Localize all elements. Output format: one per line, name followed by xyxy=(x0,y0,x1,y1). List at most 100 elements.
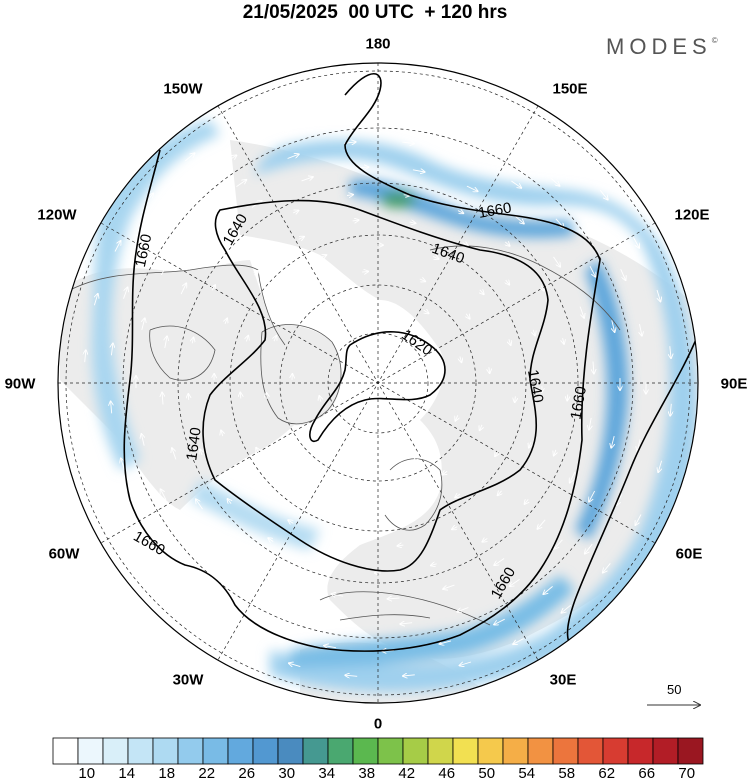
wind-vector xyxy=(460,661,472,666)
colorbar-swatch xyxy=(77,737,104,765)
wind-vector xyxy=(466,185,478,191)
wind-vector xyxy=(240,393,241,399)
colorbar-swatch xyxy=(477,737,504,765)
wind-vector xyxy=(590,219,598,230)
wind-vector xyxy=(494,558,505,566)
wind-vector xyxy=(342,622,354,624)
lon-label-90e: 90E xyxy=(720,375,748,393)
wind-vector xyxy=(188,608,198,616)
wind-vector xyxy=(550,177,560,186)
colorbar-swatch xyxy=(252,737,279,765)
wind-vector xyxy=(221,430,223,437)
lat-circle-40 xyxy=(122,127,634,639)
colorbar-tick-label: 62 xyxy=(598,765,616,782)
colorbar-swatch xyxy=(127,737,154,765)
wind-vector xyxy=(424,310,429,313)
contour-label: 1660 xyxy=(477,199,513,222)
wind-vector xyxy=(289,663,301,666)
wind-vector xyxy=(529,441,531,448)
lon-label-120e: 120E xyxy=(674,206,710,224)
colorbar-swatch xyxy=(202,737,229,765)
colorbar-swatch xyxy=(327,737,354,765)
wind-vector xyxy=(620,269,626,280)
wind-vector xyxy=(603,563,611,572)
wind-vector xyxy=(269,628,281,633)
wind-vector xyxy=(670,346,671,358)
wind-vector xyxy=(284,101,297,105)
wind-vector xyxy=(114,241,121,252)
wind-vector xyxy=(192,538,201,548)
wind-vector xyxy=(509,339,511,345)
wind-vector xyxy=(455,99,468,102)
wind-vector xyxy=(585,543,593,553)
wind-vector xyxy=(182,191,191,200)
wind-vector xyxy=(320,255,327,257)
lon-label-90w: 90W xyxy=(4,375,36,393)
wind-vector xyxy=(495,450,498,456)
wind-vector xyxy=(398,90,411,91)
wind-vector xyxy=(346,195,353,196)
colorbar-swatch xyxy=(277,737,304,765)
wind-vector xyxy=(287,154,299,159)
lon-label-150w: 150W xyxy=(163,80,203,98)
colorbar-tick-label: 50 xyxy=(478,765,496,782)
wind-vector xyxy=(640,324,642,336)
wind-vector xyxy=(670,403,671,416)
lon-label-30w: 30W xyxy=(172,671,204,689)
wind-vector xyxy=(413,459,419,462)
wind-vector xyxy=(511,180,521,188)
wind-vector xyxy=(227,499,231,504)
colorbar-swatch xyxy=(677,737,704,765)
wind-vector xyxy=(121,458,125,471)
wind-vector xyxy=(611,435,614,448)
colorbar-tick-label: 54 xyxy=(518,765,536,782)
wind-vector xyxy=(162,393,163,405)
lon-label-60e: 60E xyxy=(675,545,703,563)
wind-vector xyxy=(141,434,144,446)
wind-vector xyxy=(466,314,470,319)
wind-vector xyxy=(533,329,535,336)
wind-vector xyxy=(579,306,584,318)
wind-vector xyxy=(617,494,623,505)
contour-label: 1660 xyxy=(132,233,156,269)
wind-vector xyxy=(443,584,455,589)
wind-vector xyxy=(165,336,167,349)
colorbar-swatch xyxy=(352,737,379,765)
wind-vector xyxy=(553,256,561,267)
wind-vector xyxy=(402,142,414,144)
modes-logo: MODES© xyxy=(606,34,718,60)
wind-vector xyxy=(509,119,521,126)
wind-vector xyxy=(419,279,426,281)
wind-vector xyxy=(180,283,186,295)
wind-vector xyxy=(593,361,594,374)
wind-vector xyxy=(570,471,576,483)
wind-vector xyxy=(85,408,86,420)
wind-vector xyxy=(637,439,640,451)
lon-label-30e: 30E xyxy=(549,671,577,689)
wind-vector xyxy=(480,424,482,431)
colorbar-tick-label: 26 xyxy=(238,765,256,782)
wind-vector xyxy=(431,564,437,566)
wind-vector xyxy=(448,124,460,127)
wind-vector xyxy=(345,517,351,518)
scale-vector-label: 50 xyxy=(667,682,682,697)
colorbar-swatch xyxy=(427,737,454,765)
colorbar-tick-label: 22 xyxy=(198,765,216,782)
wind-vector xyxy=(142,318,145,331)
colorbar-tick-label: 14 xyxy=(118,765,136,782)
contour-1660-outer xyxy=(566,329,698,646)
wind-vector xyxy=(200,449,202,456)
contour-label: 1660 xyxy=(567,385,590,421)
colorbar-swatch xyxy=(227,737,254,765)
wind-vectors xyxy=(85,90,672,677)
wind-vector xyxy=(362,271,368,272)
wind-vector xyxy=(172,448,177,460)
wind-vector xyxy=(506,280,510,285)
height-contours xyxy=(123,73,698,652)
wind-vector xyxy=(457,607,469,612)
colorbar-swatch xyxy=(652,737,679,765)
colorbar-swatch xyxy=(627,737,654,765)
wind-vector xyxy=(161,264,167,276)
wind-vector xyxy=(612,320,615,332)
wind-vector xyxy=(391,115,403,116)
